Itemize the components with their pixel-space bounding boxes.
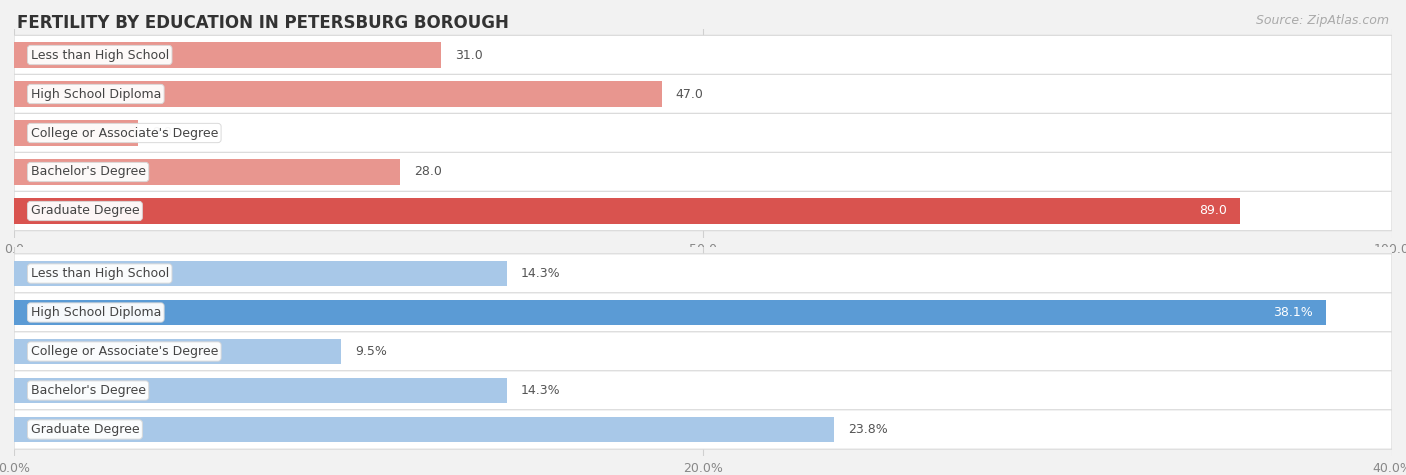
FancyBboxPatch shape (14, 152, 1392, 192)
Bar (14, 339, 342, 364)
Text: Bachelor's Degree: Bachelor's Degree (31, 165, 146, 179)
Text: 38.1%: 38.1% (1272, 306, 1313, 319)
Text: Graduate Degree: Graduate Degree (31, 423, 139, 436)
Text: FERTILITY BY EDUCATION IN PETERSBURG BOROUGH: FERTILITY BY EDUCATION IN PETERSBURG BOR… (17, 14, 509, 32)
Text: 9.5%: 9.5% (356, 345, 387, 358)
Text: 14.3%: 14.3% (520, 384, 560, 397)
FancyBboxPatch shape (14, 410, 1392, 449)
Bar (14, 300, 1326, 325)
FancyBboxPatch shape (14, 371, 1392, 410)
Bar (14, 42, 441, 68)
Text: Graduate Degree: Graduate Degree (31, 204, 139, 218)
Text: 14.3%: 14.3% (520, 267, 560, 280)
Text: 31.0: 31.0 (456, 48, 482, 62)
Text: High School Diploma: High School Diploma (31, 87, 160, 101)
Text: 47.0: 47.0 (675, 87, 703, 101)
FancyBboxPatch shape (14, 35, 1392, 75)
FancyBboxPatch shape (14, 74, 1392, 114)
FancyBboxPatch shape (14, 293, 1392, 332)
Text: College or Associate's Degree: College or Associate's Degree (31, 345, 218, 358)
Text: College or Associate's Degree: College or Associate's Degree (31, 126, 218, 140)
Text: 89.0: 89.0 (1199, 204, 1226, 218)
Bar (14, 261, 506, 286)
Bar (14, 417, 834, 442)
Bar (14, 378, 506, 403)
FancyBboxPatch shape (14, 191, 1392, 231)
Bar (14, 120, 138, 146)
FancyBboxPatch shape (14, 332, 1392, 371)
Text: Bachelor's Degree: Bachelor's Degree (31, 384, 146, 397)
Text: Less than High School: Less than High School (31, 267, 169, 280)
Text: High School Diploma: High School Diploma (31, 306, 160, 319)
Text: Less than High School: Less than High School (31, 48, 169, 62)
Bar (14, 159, 399, 185)
Text: 23.8%: 23.8% (848, 423, 887, 436)
Text: 28.0: 28.0 (413, 165, 441, 179)
FancyBboxPatch shape (14, 254, 1392, 293)
Bar (14, 81, 662, 107)
Bar (14, 199, 1240, 224)
Text: Source: ZipAtlas.com: Source: ZipAtlas.com (1256, 14, 1389, 27)
FancyBboxPatch shape (14, 114, 1392, 152)
Text: 9.0: 9.0 (152, 126, 172, 140)
